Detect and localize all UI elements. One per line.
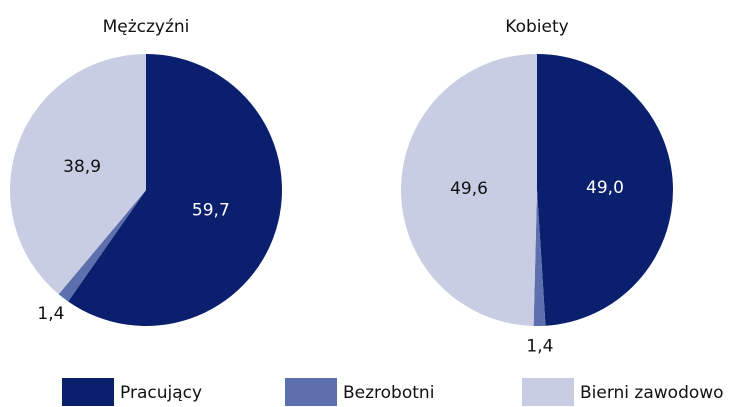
- legend-swatch: [285, 378, 337, 406]
- chart-title: Kobiety: [505, 17, 568, 37]
- legend-label: Bezrobotni: [343, 383, 434, 403]
- data-label: 1,4: [526, 336, 553, 356]
- legend-swatch: [62, 378, 114, 406]
- data-label: 1,4: [37, 304, 64, 324]
- pie-slice: [537, 54, 673, 326]
- pie-slice: [533, 190, 546, 327]
- pie-slice: [68, 54, 282, 326]
- pie-slice: [58, 190, 146, 302]
- legend-label: Bierni zawodowo: [580, 383, 724, 403]
- data-label: 49,6: [450, 179, 488, 199]
- chart-title: Mężczyźni: [103, 17, 190, 37]
- legend-swatch: [522, 378, 574, 406]
- data-label: 38,9: [63, 157, 101, 177]
- pie-slice: [401, 54, 537, 326]
- data-label: 59,7: [192, 200, 230, 220]
- data-label: 49,0: [586, 178, 624, 198]
- legend-label: Pracujący: [120, 383, 202, 403]
- pie-slice: [9, 54, 147, 295]
